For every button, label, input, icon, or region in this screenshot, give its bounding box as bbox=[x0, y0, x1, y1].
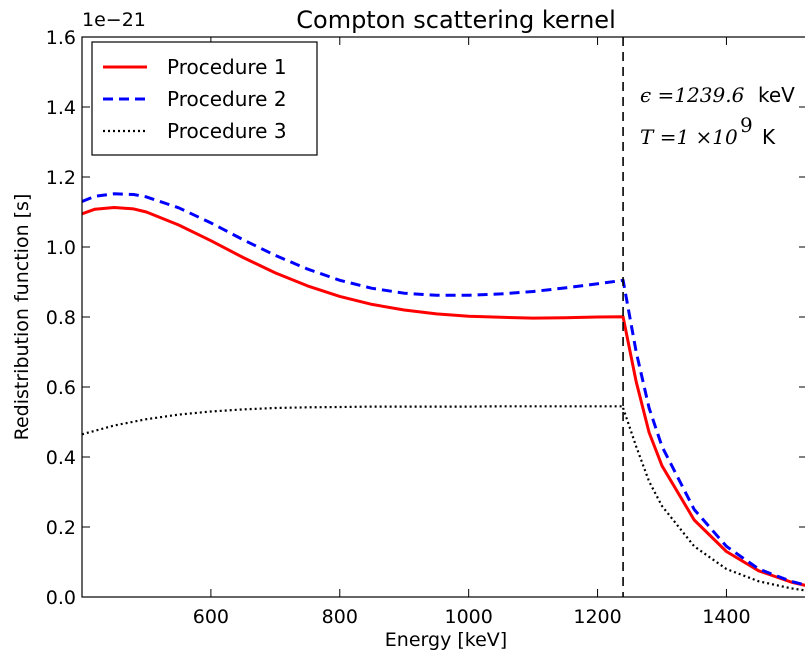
y-tick-label: 0.2 bbox=[46, 517, 76, 539]
series-line-procedure-2 bbox=[82, 192, 805, 587]
y-tick-label: 1.6 bbox=[46, 27, 76, 49]
annotations: ϵ =1239.6 keV T =1 ×10 9 K bbox=[640, 83, 795, 149]
y-tick-label: 1.4 bbox=[46, 97, 76, 119]
x-tick-label: 1200 bbox=[573, 606, 621, 628]
epsilon-annotation: ϵ =1239.6 bbox=[640, 83, 745, 107]
epsilon-unit: keV bbox=[758, 83, 795, 107]
x-axis-label: Energy [keV] bbox=[385, 629, 507, 651]
legend-box bbox=[91, 41, 318, 156]
chart-title: Compton scattering kernel bbox=[296, 6, 616, 34]
legend-label-procedure-3: Procedure 3 bbox=[167, 119, 287, 143]
y-tick-label: 1.0 bbox=[46, 237, 76, 259]
series-line-procedure-3 bbox=[82, 405, 805, 592]
y-tick-label: 1.2 bbox=[46, 167, 76, 189]
series-line-procedure-1 bbox=[82, 206, 805, 587]
x-tick-label: 1000 bbox=[444, 606, 492, 628]
legend-label-procedure-1: Procedure 1 bbox=[167, 55, 287, 79]
temperature-annotation: T =1 ×10 bbox=[640, 125, 738, 149]
y-tick-label: 0.4 bbox=[46, 447, 76, 469]
legend: Procedure 1 Procedure 2 Procedure 3 bbox=[91, 41, 318, 156]
series-layer bbox=[82, 192, 805, 592]
x-tick-label: 600 bbox=[193, 606, 229, 628]
temperature-exponent: 9 bbox=[740, 113, 753, 137]
x-tick-label: 1400 bbox=[702, 606, 750, 628]
temperature-unit: K bbox=[762, 125, 776, 149]
x-tick-label: 800 bbox=[322, 606, 358, 628]
y-axis-label: Redistribution function [s] bbox=[11, 194, 33, 441]
tick-layer: 600 800 1000 1200 1400 0.0 0.2 0.4 0.6 0.8 1.0 1.2 1… bbox=[46, 27, 805, 628]
y-tick-label: 0.0 bbox=[46, 587, 76, 609]
y-tick-label: 0.6 bbox=[46, 377, 76, 399]
y-offset-label: 1e−21 bbox=[82, 9, 146, 31]
legend-label-procedure-2: Procedure 2 bbox=[167, 87, 287, 111]
y-tick-label: 0.8 bbox=[46, 307, 76, 329]
